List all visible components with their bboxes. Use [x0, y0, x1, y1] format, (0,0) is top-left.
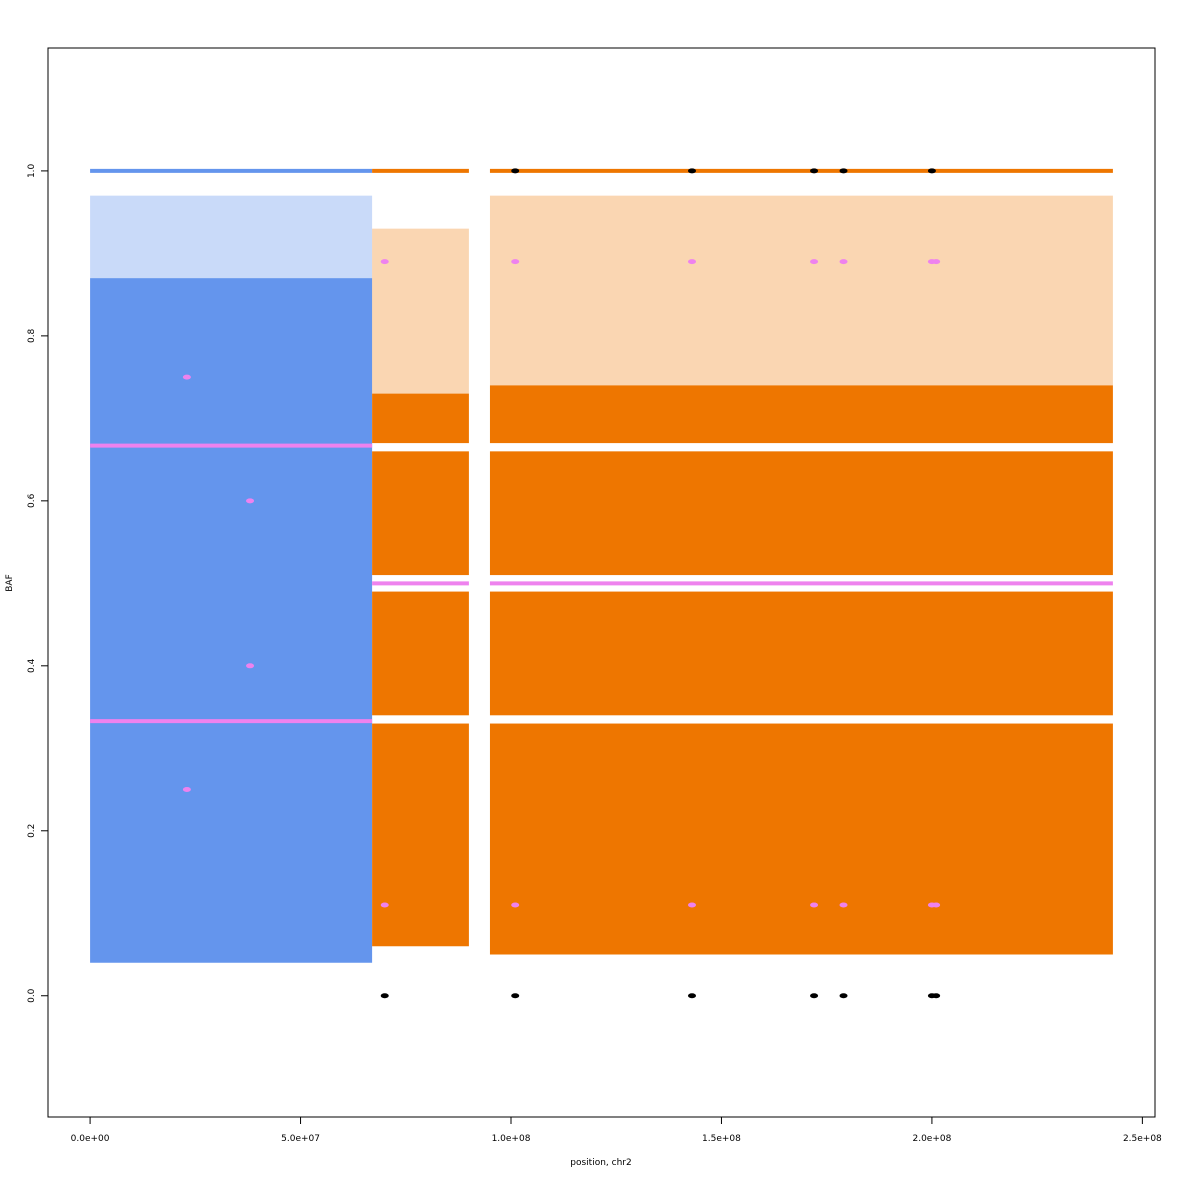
x-tick-label: 0.0e+00 — [71, 1134, 110, 1144]
point — [246, 663, 255, 669]
point — [839, 259, 848, 265]
y-tick-label: 0.8 — [27, 328, 37, 343]
x-tick-label: 1.0e+08 — [492, 1134, 531, 1144]
point — [839, 993, 848, 999]
point — [511, 259, 520, 265]
point — [810, 993, 819, 999]
point — [246, 498, 255, 504]
y-tick-label: 0.2 — [27, 824, 37, 838]
y-tick-label: 0.6 — [27, 493, 37, 508]
point — [810, 902, 819, 908]
point-cloud — [489, 385, 1113, 444]
x-tick-label: 5.0e+07 — [281, 1134, 320, 1144]
point-cloud — [90, 278, 373, 963]
point-cloud — [372, 393, 469, 444]
point-cloud — [489, 451, 1113, 576]
point — [810, 259, 819, 265]
point — [932, 993, 941, 999]
point-cloud — [372, 228, 469, 394]
plot-frame — [47, 47, 1156, 1118]
x-tick-label: 2.0e+08 — [912, 1134, 951, 1144]
point — [182, 787, 191, 793]
point — [687, 259, 696, 265]
x-tick-label: 2.5e+08 — [1123, 1134, 1162, 1144]
point-cloud — [372, 723, 469, 947]
point — [927, 168, 936, 174]
point-cloud — [90, 195, 373, 279]
point-cloud — [489, 723, 1113, 955]
point-cloud — [372, 591, 469, 716]
point — [380, 902, 389, 908]
y-tick-label: 1.0 — [27, 163, 37, 178]
point — [182, 374, 191, 380]
point-cloud — [489, 195, 1113, 386]
point — [380, 259, 389, 265]
y-tick-label: 0.4 — [27, 658, 37, 673]
point — [932, 902, 941, 908]
y-tick-label: 0.0 — [27, 988, 37, 1003]
point — [687, 168, 696, 174]
point-cloud — [489, 591, 1113, 716]
x-tick-label: 1.5e+08 — [702, 1134, 741, 1144]
point — [839, 902, 848, 908]
point — [839, 168, 848, 174]
point — [687, 902, 696, 908]
x-axis-label: position, chr2 — [570, 1158, 631, 1168]
point — [511, 902, 520, 908]
point — [511, 993, 520, 999]
point-cloud — [372, 451, 469, 576]
y-axis-label: BAF — [5, 574, 15, 592]
point — [380, 993, 389, 999]
point — [687, 993, 696, 999]
point — [932, 259, 941, 265]
point — [810, 168, 819, 174]
point — [511, 168, 520, 174]
